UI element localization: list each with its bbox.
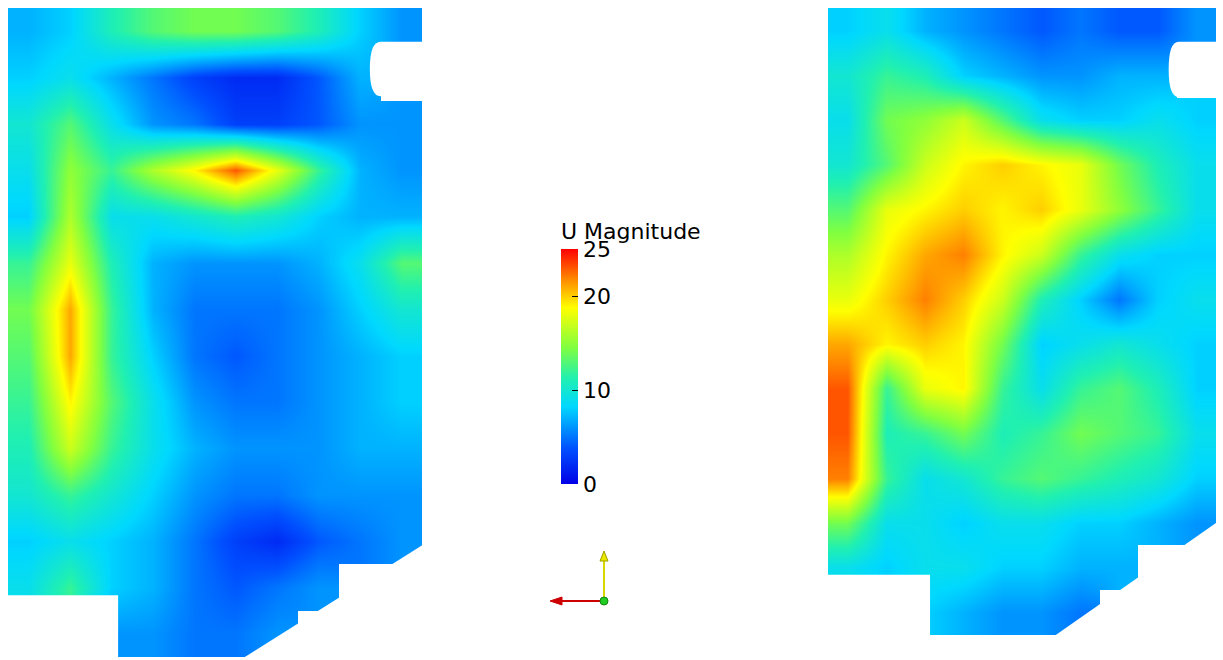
svg-text:0: 0 — [583, 472, 597, 497]
svg-text:25: 25 — [583, 237, 611, 262]
svg-text:10: 10 — [583, 378, 611, 403]
svg-text:20: 20 — [583, 284, 611, 309]
svg-text:U Magnitude: U Magnitude — [561, 219, 701, 244]
